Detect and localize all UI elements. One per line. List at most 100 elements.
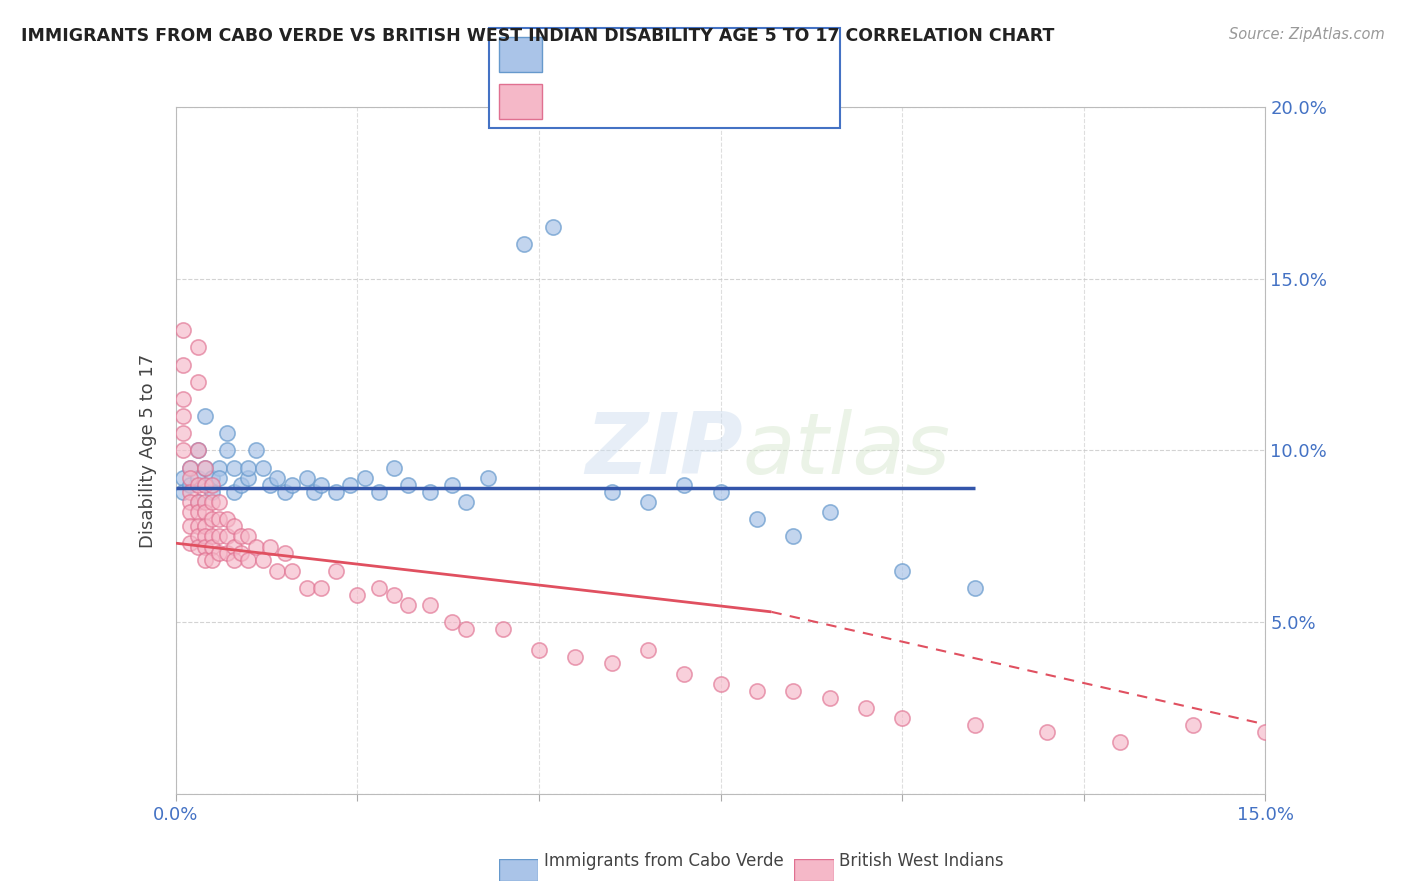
Point (201, 471, 224, 485)
Point (231, 478, 253, 492)
Bar (499, 84, 543, 119)
Point (673, 478, 696, 492)
Point (201, 484, 224, 499)
Point (186, 495, 209, 509)
Point (1036, 725, 1059, 739)
Point (266, 471, 288, 485)
Point (274, 546, 297, 561)
Point (245, 540, 267, 554)
Point (339, 478, 361, 492)
Point (186, 495, 209, 509)
Point (396, 478, 419, 492)
Text: N =: N = (728, 93, 766, 111)
Text: Source: ZipAtlas.com: Source: ZipAtlas.com (1229, 27, 1385, 42)
Point (245, 443, 267, 458)
Point (231, 529, 253, 543)
Point (745, 512, 768, 526)
Point (527, 642, 550, 657)
Point (208, 529, 231, 543)
Point (172, 392, 194, 406)
Point (281, 478, 304, 492)
Point (208, 512, 231, 526)
Point (194, 519, 217, 533)
FancyBboxPatch shape (489, 28, 839, 128)
Text: -0.000: -0.000 (607, 45, 666, 63)
Point (274, 484, 297, 499)
Point (513, 237, 536, 252)
Point (194, 495, 217, 509)
Point (186, 340, 209, 354)
Point (201, 529, 224, 543)
Point (179, 471, 201, 485)
Point (353, 471, 375, 485)
Point (179, 460, 201, 475)
Point (222, 519, 245, 533)
Point (215, 426, 238, 441)
Point (1181, 718, 1204, 732)
Point (179, 505, 201, 519)
Point (201, 495, 224, 509)
Point (172, 323, 194, 337)
Point (215, 443, 238, 458)
Point (1254, 725, 1277, 739)
Point (179, 536, 201, 550)
Point (1109, 735, 1132, 749)
Point (215, 529, 238, 543)
Point (201, 478, 224, 492)
Point (186, 478, 209, 492)
Point (208, 495, 231, 509)
Point (295, 471, 318, 485)
Point (194, 460, 217, 475)
Point (368, 484, 391, 499)
Point (564, 649, 586, 664)
Point (194, 409, 217, 423)
Point (891, 711, 914, 725)
Point (419, 484, 441, 499)
Point (222, 553, 245, 567)
Point (186, 540, 209, 554)
Point (208, 460, 231, 475)
Point (208, 546, 231, 561)
Point (172, 484, 194, 499)
Point (855, 701, 877, 715)
Point (238, 471, 260, 485)
Point (186, 505, 209, 519)
Point (818, 690, 841, 705)
Point (419, 598, 441, 612)
Point (194, 505, 217, 519)
Text: British West Indians: British West Indians (839, 852, 1004, 870)
Point (194, 529, 217, 543)
Point (208, 471, 231, 485)
Point (201, 512, 224, 526)
Point (492, 622, 515, 636)
Point (186, 443, 209, 458)
Point (238, 460, 260, 475)
Text: atlas: atlas (742, 409, 950, 492)
Text: Immigrants from Cabo Verde: Immigrants from Cabo Verde (544, 852, 785, 870)
Point (194, 460, 217, 475)
Point (745, 683, 768, 698)
Point (201, 553, 224, 567)
Point (179, 519, 201, 533)
Point (600, 657, 623, 671)
Point (891, 564, 914, 578)
Point (281, 564, 304, 578)
Point (222, 540, 245, 554)
Point (215, 546, 238, 561)
Point (186, 519, 209, 533)
Point (186, 443, 209, 458)
Text: ZIP: ZIP (585, 409, 742, 492)
Point (637, 642, 659, 657)
Point (259, 540, 281, 554)
Point (456, 622, 478, 636)
Point (186, 375, 209, 389)
Text: IMMIGRANTS FROM CABO VERDE VS BRITISH WEST INDIAN DISABILITY AGE 5 TO 17 CORRELA: IMMIGRANTS FROM CABO VERDE VS BRITISH WE… (21, 27, 1054, 45)
Point (963, 581, 986, 595)
Point (186, 471, 209, 485)
Point (710, 677, 733, 691)
Point (637, 495, 659, 509)
Point (172, 426, 194, 441)
Text: -0.174: -0.174 (607, 93, 666, 111)
Point (440, 615, 463, 630)
Point (325, 484, 347, 499)
